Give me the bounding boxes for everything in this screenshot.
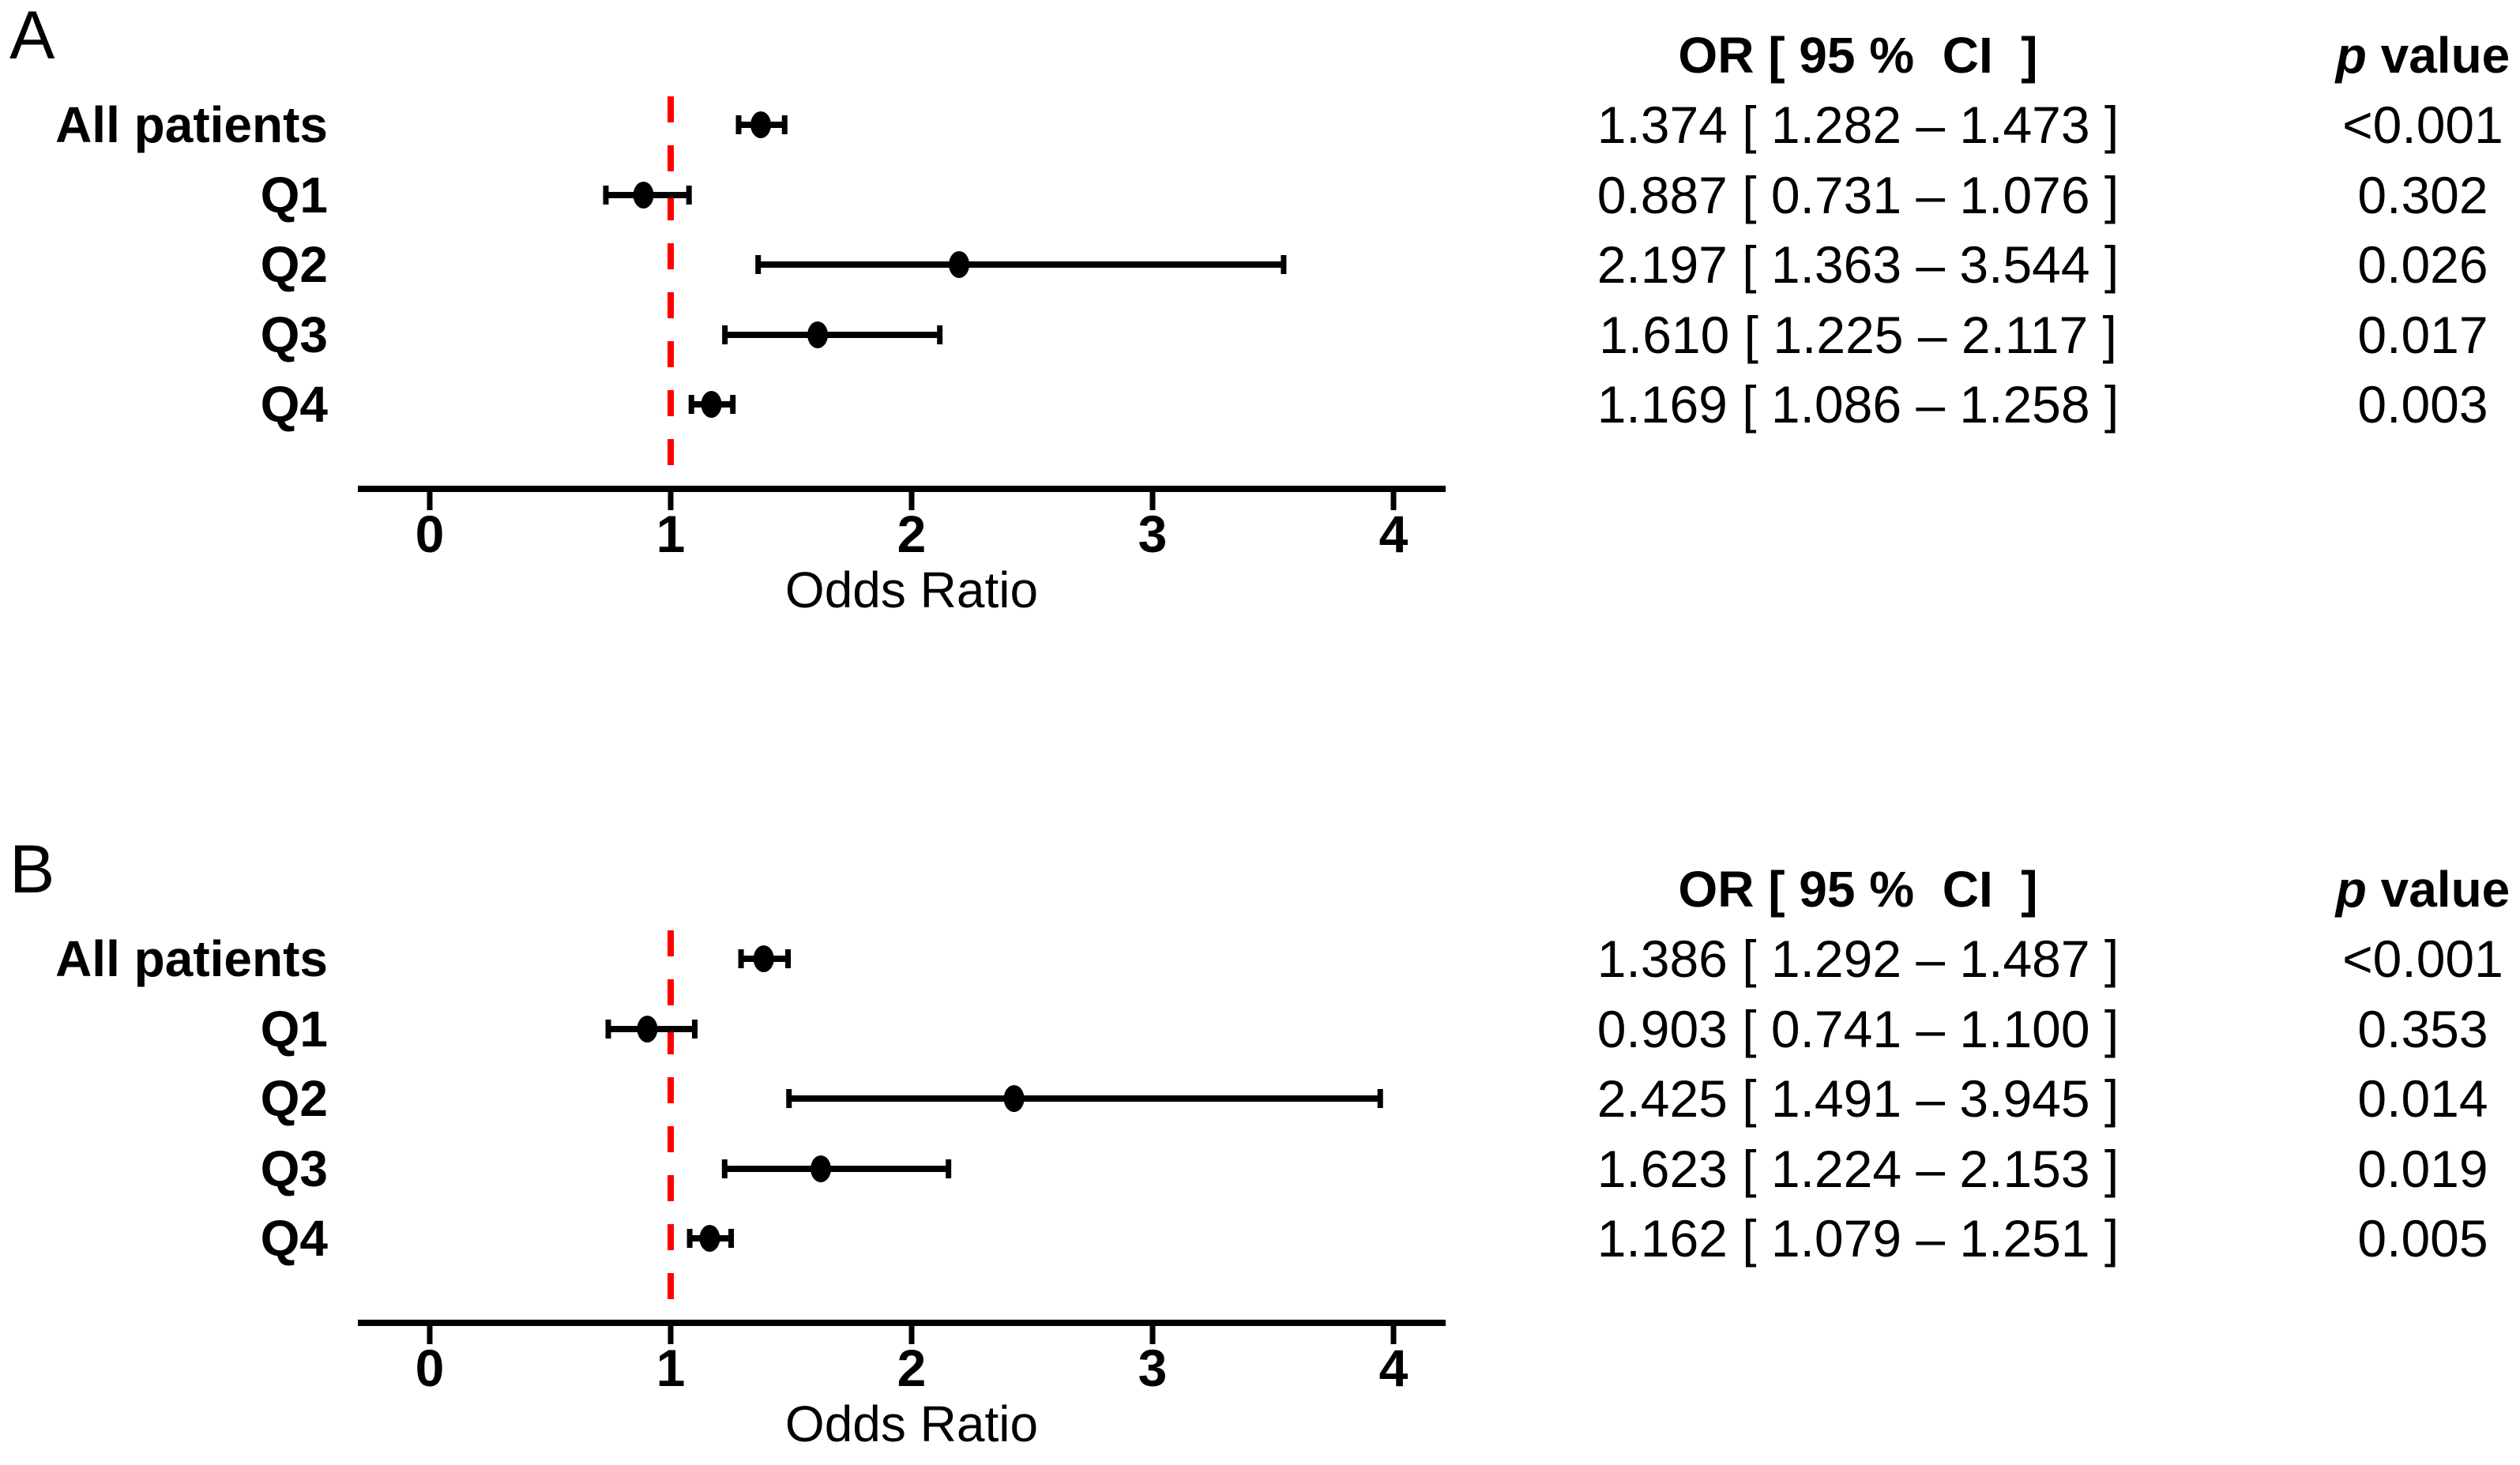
ci-row-q2 (786, 1085, 1383, 1112)
row-label-q3: Q3 (260, 1140, 328, 1197)
p-value: 0.302 (2357, 166, 2488, 224)
or-ci-value: 1.162 [ 1.079 – 1.251 ] (1597, 1209, 2119, 1268)
or-ci-value: 1.386 [ 1.292 – 1.487 ] (1597, 930, 2119, 988)
or-ci-value: 2.425 [ 1.491 – 3.945 ] (1597, 1069, 2119, 1128)
or-ci-value: 1.610 [ 1.225 – 2.117 ] (1599, 306, 2117, 364)
ci-row-all-patients (738, 945, 792, 972)
p-value-column-header: p value (2336, 30, 2511, 81)
ci-row-q2 (755, 251, 1287, 278)
p-value: <0.001 (2342, 930, 2503, 988)
panel-b-plot: Odds Ratio 0 1 2 3 4 (358, 930, 1446, 1452)
x-axis-tick-label: 2 (897, 1339, 927, 1397)
ci-row-q4 (688, 391, 736, 418)
or-ci-value: 2.197 [ 1.363 – 3.544 ] (1597, 235, 2119, 294)
x-axis-tick-label: 4 (1379, 1339, 1409, 1397)
or-marker (949, 251, 970, 278)
row-label-q2: Q2 (260, 1070, 328, 1127)
panel-b: Odds Ratio 0 1 2 3 4 B OR [ 95 % CI ] p valu… (0, 834, 2520, 1465)
or-ci-column-header: OR [ 95 % CI ] (1678, 27, 2038, 84)
p-rest: value (2366, 861, 2511, 918)
p-italic: p (2335, 861, 2367, 918)
or-marker (807, 321, 829, 348)
or-ci-value: 1.169 [ 1.086 – 1.258 ] (1597, 375, 2119, 434)
panel-b-label: B (9, 832, 55, 907)
p-value: 0.003 (2357, 375, 2488, 434)
p-value: 0.019 (2357, 1140, 2488, 1198)
or-ci-value: 1.623 [ 1.224 – 2.153 ] (1597, 1140, 2119, 1198)
or-marker (753, 945, 774, 972)
or-ci-value: 0.903 [ 0.741 – 1.100 ] (1597, 1000, 2119, 1058)
row-label-q2: Q2 (260, 236, 328, 293)
row-label-q3: Q3 (260, 306, 328, 363)
panel-a-plot: Odds Ratio 0 1 2 3 4 (358, 96, 1446, 618)
p-value: 0.026 (2357, 235, 2488, 294)
or-marker (701, 391, 722, 418)
or-ci-value: 0.887 [ 0.731 – 1.076 ] (1597, 166, 2119, 224)
or-ci-value: 1.374 [ 1.282 – 1.473 ] (1597, 96, 2119, 154)
or-marker (750, 111, 772, 138)
ci-row-q1 (603, 182, 692, 208)
p-italic: p (2335, 27, 2367, 84)
or-marker (637, 1016, 658, 1042)
row-label-all-patients: All patients (55, 96, 328, 153)
p-value: 0.005 (2357, 1209, 2488, 1268)
row-label-q4: Q4 (260, 376, 328, 433)
ci-row-q1 (605, 1016, 698, 1042)
ci-row-q3 (721, 1155, 952, 1182)
or-ci-column-header: OR [ 95 % CI ] (1678, 861, 2038, 918)
panel-a: Odds Ratio 0 1 2 3 4 A OR [ 95 % CI ] p valu… (0, 0, 2520, 631)
x-axis-tick-label: 3 (1138, 505, 1168, 563)
x-axis-tick-label: 1 (656, 505, 686, 563)
x-axis-tick-label: 4 (1379, 505, 1409, 563)
or-marker (633, 182, 654, 208)
ci-row-all-patients (735, 111, 788, 138)
row-label-q4: Q4 (260, 1210, 328, 1267)
ci-row-q3 (722, 321, 943, 348)
p-value: 0.353 (2357, 1000, 2488, 1058)
x-axis-tick-label: 2 (897, 505, 927, 563)
x-axis-title: Odds Ratio (785, 562, 1038, 618)
row-label-q1: Q1 (260, 167, 328, 224)
x-axis-tick-label: 0 (416, 505, 445, 563)
or-marker (811, 1155, 832, 1182)
x-axis-tick-label: 3 (1138, 1339, 1168, 1397)
p-rest: value (2366, 27, 2511, 84)
or-marker (699, 1225, 720, 1252)
p-value: 0.017 (2357, 306, 2488, 364)
p-value: <0.001 (2342, 96, 2503, 154)
or-marker (1003, 1085, 1025, 1112)
panel-a-label: A (9, 0, 55, 73)
row-label-all-patients: All patients (55, 930, 328, 987)
x-axis-title: Odds Ratio (785, 1396, 1038, 1452)
p-value-column-header: p value (2336, 864, 2511, 915)
x-axis-tick-label: 1 (656, 1339, 686, 1397)
row-label-q1: Q1 (260, 1001, 328, 1057)
ci-row-q4 (686, 1225, 735, 1252)
x-axis-tick-label: 0 (416, 1339, 445, 1397)
p-value: 0.014 (2357, 1069, 2488, 1128)
